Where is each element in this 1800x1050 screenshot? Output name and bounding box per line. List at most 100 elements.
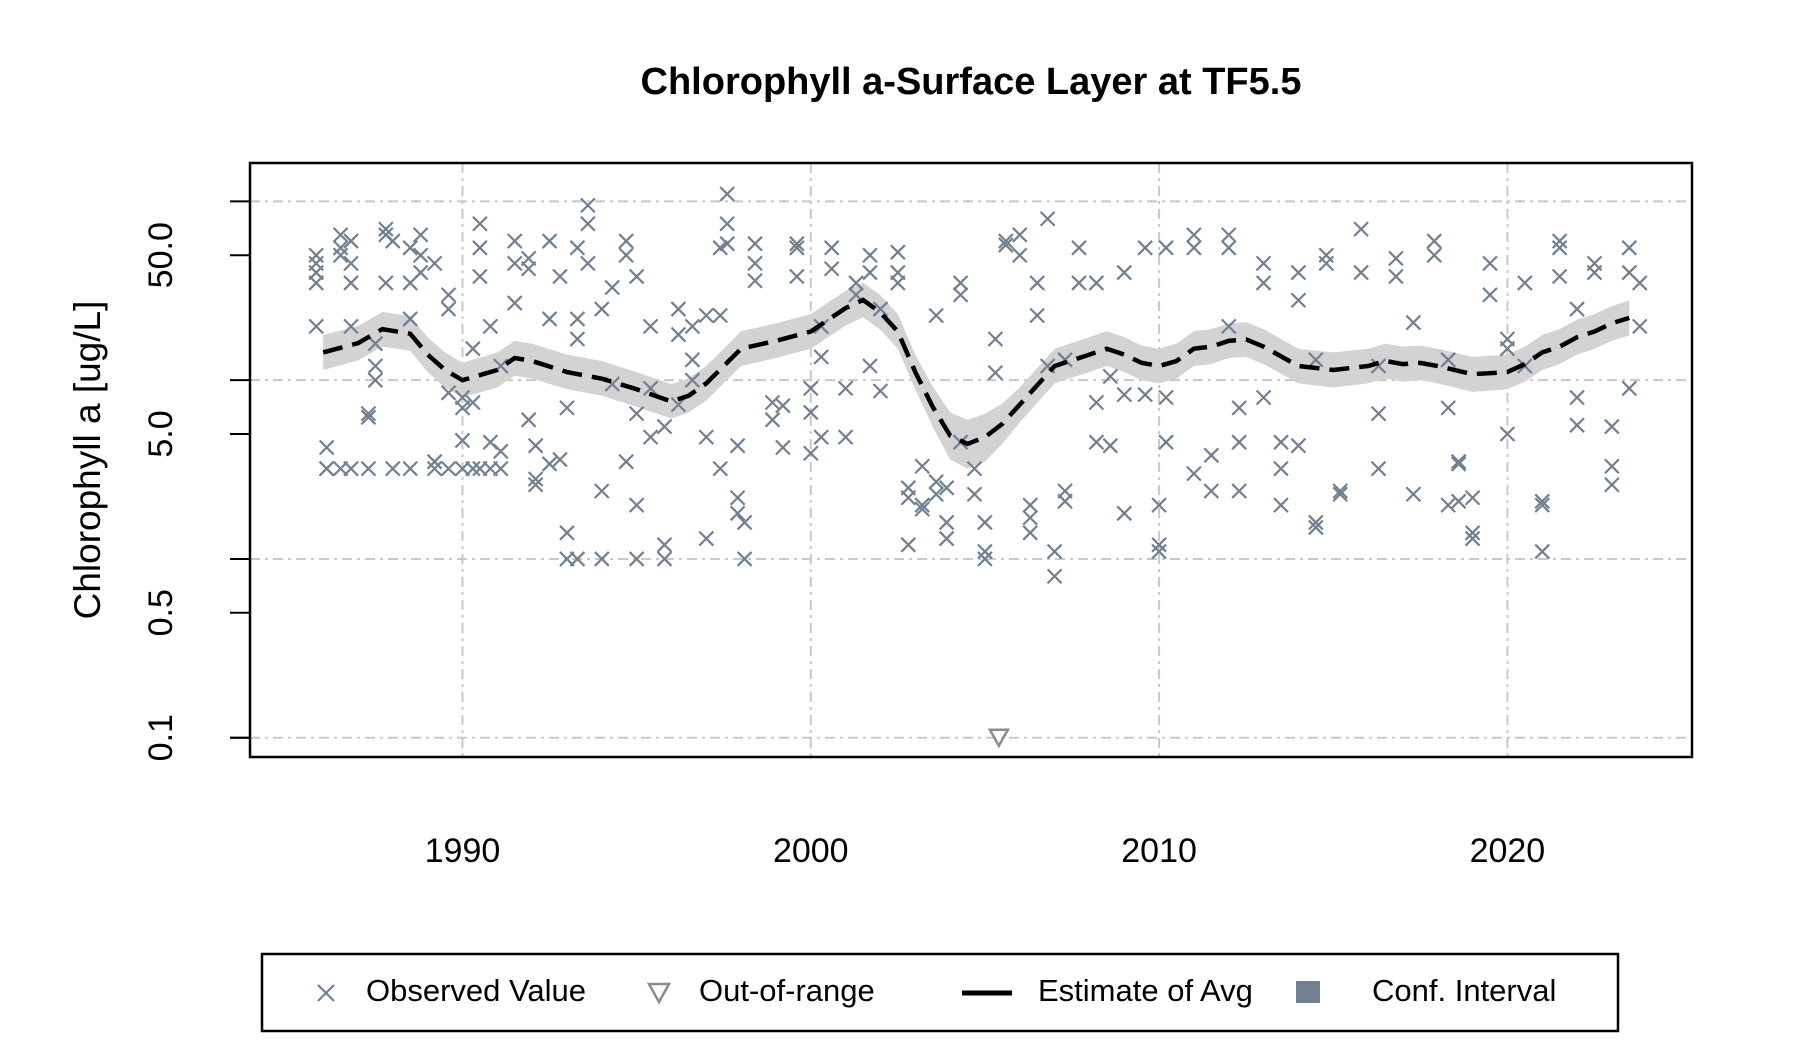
observed-point bbox=[1231, 434, 1247, 450]
observed-point bbox=[712, 240, 728, 256]
observed-point bbox=[966, 460, 983, 477]
observed-point bbox=[1621, 380, 1638, 397]
observed-point bbox=[764, 394, 781, 411]
observed-point bbox=[1551, 233, 1568, 249]
observed-point bbox=[520, 412, 537, 428]
observed-point bbox=[541, 456, 558, 472]
observed-point bbox=[569, 551, 586, 567]
observed-point bbox=[642, 318, 659, 335]
observed-point bbox=[1551, 268, 1568, 285]
observed-point bbox=[1273, 434, 1289, 450]
observed-point bbox=[736, 551, 753, 567]
observed-point bbox=[712, 307, 728, 324]
observed-point bbox=[1273, 460, 1289, 477]
observed-point bbox=[1039, 210, 1056, 227]
observed-point bbox=[1440, 352, 1456, 368]
observed-point bbox=[1151, 537, 1167, 553]
legend-label: Conf. Interval bbox=[1372, 973, 1556, 1008]
observed-point bbox=[670, 301, 687, 317]
observed-point bbox=[1405, 314, 1422, 331]
legend-box bbox=[260, 952, 1620, 1033]
observed-point bbox=[775, 439, 791, 456]
observed-point bbox=[1569, 301, 1585, 317]
observed-point bbox=[552, 268, 568, 285]
observed-point bbox=[412, 247, 429, 263]
observed-point bbox=[580, 197, 596, 214]
observed-point bbox=[1569, 389, 1585, 406]
out-of-range-point bbox=[987, 728, 1010, 749]
observed-point bbox=[656, 537, 673, 553]
observed-point bbox=[1332, 486, 1348, 503]
observed-point bbox=[1116, 264, 1133, 281]
observed-point bbox=[1353, 221, 1369, 237]
observed-point bbox=[1290, 292, 1307, 309]
observed-point bbox=[1370, 358, 1387, 374]
observed-point bbox=[1255, 389, 1272, 406]
observed-point bbox=[1186, 465, 1202, 482]
observed-point bbox=[900, 489, 917, 506]
observed-point bbox=[559, 525, 575, 541]
observed-point bbox=[541, 311, 558, 327]
observed-point bbox=[482, 318, 499, 335]
observed-point bbox=[1220, 240, 1237, 256]
observed-point bbox=[541, 233, 558, 249]
observed-point bbox=[1203, 483, 1220, 499]
observed-point bbox=[684, 318, 701, 335]
observed-point bbox=[1158, 240, 1174, 256]
observed-point bbox=[580, 255, 596, 272]
x-tick-label: 2020 bbox=[1470, 832, 1546, 870]
observed-point bbox=[1231, 483, 1247, 499]
observed-point bbox=[1621, 240, 1638, 256]
observed-point bbox=[1290, 437, 1307, 454]
observed-point bbox=[1046, 543, 1063, 560]
y-tick-label: 0.5 bbox=[142, 589, 180, 636]
observed-point bbox=[837, 429, 854, 445]
observed-point bbox=[1534, 497, 1551, 513]
observed-point bbox=[914, 458, 931, 475]
observed-point bbox=[493, 443, 509, 460]
observed-point bbox=[684, 352, 701, 368]
observed-point bbox=[1464, 530, 1481, 547]
observed-point bbox=[789, 268, 805, 285]
observed-point bbox=[1088, 394, 1105, 411]
observed-point bbox=[454, 432, 471, 449]
observed-point bbox=[1604, 458, 1620, 475]
observed-point bbox=[1450, 493, 1467, 510]
x-tick-label: 2010 bbox=[1121, 832, 1197, 870]
observed-point bbox=[506, 295, 523, 311]
observed-point bbox=[656, 551, 673, 567]
observed-point bbox=[1137, 386, 1153, 403]
observed-point bbox=[729, 437, 746, 454]
observed-point bbox=[747, 235, 763, 252]
observed-point bbox=[1011, 227, 1028, 243]
observed-point bbox=[440, 385, 457, 401]
observed-point bbox=[604, 279, 621, 296]
observed-point bbox=[1057, 483, 1073, 499]
observed-point bbox=[803, 404, 819, 421]
observed-point bbox=[332, 240, 349, 256]
observed-point bbox=[426, 460, 443, 477]
observed-point bbox=[1290, 264, 1307, 281]
observed-point bbox=[318, 439, 335, 456]
y-axis-label: Chlorophyll a [ug/L] bbox=[67, 301, 108, 620]
observed-point bbox=[367, 335, 384, 352]
observed-point bbox=[803, 445, 819, 462]
observed-point bbox=[343, 233, 359, 249]
observed-point bbox=[454, 389, 471, 406]
observed-point bbox=[1464, 489, 1481, 506]
observed-point bbox=[385, 233, 401, 249]
observed-point bbox=[1308, 514, 1324, 531]
observed-point bbox=[360, 460, 377, 477]
observed-point bbox=[1046, 568, 1063, 585]
observed-point bbox=[1137, 240, 1153, 256]
observed-point bbox=[900, 537, 917, 553]
legend-marker bbox=[317, 984, 335, 1002]
observed-point bbox=[465, 394, 481, 411]
observed-point bbox=[1022, 525, 1038, 541]
observed-point bbox=[367, 358, 384, 374]
observed-point bbox=[440, 287, 457, 303]
observed-point bbox=[977, 543, 993, 560]
observed-point bbox=[1426, 247, 1443, 263]
observed-point bbox=[1353, 264, 1369, 281]
